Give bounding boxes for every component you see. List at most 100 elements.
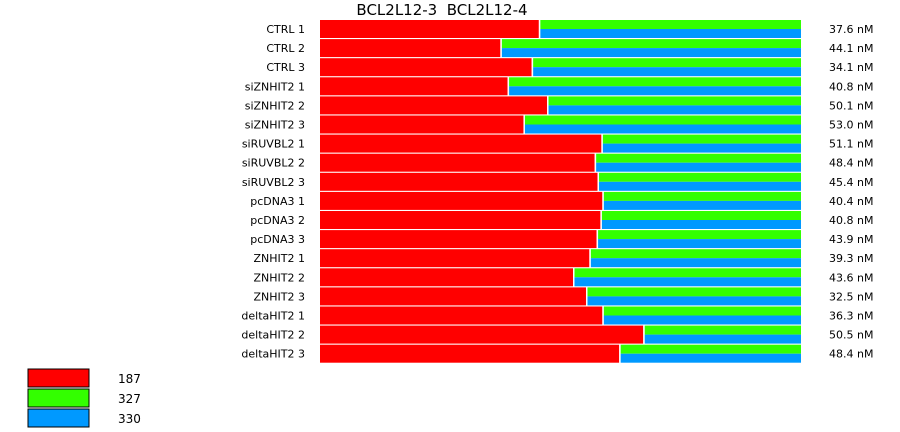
- value-label: 50.5 nM: [829, 329, 873, 342]
- bar-segment-327: [601, 211, 801, 220]
- bar-segment-327: [598, 230, 801, 240]
- bar-segment-327: [501, 39, 801, 49]
- row-label: CTRL 3: [266, 61, 305, 74]
- bar-segment-327: [587, 287, 801, 297]
- bar-segment-327: [509, 77, 801, 87]
- bar-segment-330: [533, 67, 801, 77]
- bars-group: CTRL 1 37.6 nM CTRL 2 44.1 nM CTRL 3 34.1 nM s…: [241, 20, 873, 363]
- bar-separator: [538, 20, 541, 38]
- bar-separator: [619, 344, 621, 363]
- bar-segment-327: [590, 249, 801, 259]
- bar-segment-327: [620, 344, 801, 354]
- row-label: CTRL 2: [266, 42, 305, 55]
- row-label: siZNHIT2 1: [245, 80, 305, 93]
- bar-segment-327: [596, 153, 801, 163]
- bar-separator: [602, 191, 604, 210]
- bar-segment-330: [644, 334, 801, 344]
- bar-segment-327: [599, 172, 801, 182]
- bar-segment-187: [320, 344, 620, 363]
- bar-segment-187: [320, 58, 532, 77]
- bar-segment-187: [320, 306, 603, 325]
- bar-segment-330: [599, 181, 801, 191]
- bar-segment-187: [320, 211, 601, 229]
- bar-segment-187: [320, 325, 644, 344]
- bar-separator: [547, 96, 549, 115]
- bar-segment-187: [320, 134, 602, 153]
- value-label: 48.4 nM: [829, 348, 873, 361]
- bar-separator: [523, 115, 525, 134]
- bar-segment-327: [540, 20, 801, 29]
- value-label: 40.4 nM: [829, 195, 873, 208]
- value-label: 50.1 nM: [829, 99, 873, 112]
- bar-separator: [500, 39, 502, 58]
- bar-segment-187: [320, 153, 595, 172]
- value-label: 40.8 nM: [829, 80, 873, 93]
- bar-segment-187: [320, 77, 508, 96]
- bar-segment-327: [602, 134, 801, 144]
- bar-segment-330: [548, 105, 801, 115]
- legend-label: 187: [118, 372, 141, 386]
- legend-swatch: [27, 368, 90, 388]
- value-label: 44.1 nM: [829, 42, 873, 55]
- value-label: 45.4 nM: [829, 176, 873, 189]
- bar-segment-327: [644, 325, 801, 335]
- value-label: 39.3 nM: [829, 252, 873, 265]
- bar-segment-187: [320, 287, 586, 306]
- bar-segment-187: [320, 96, 548, 115]
- value-label: 43.9 nM: [829, 233, 873, 246]
- value-label: 53.0 nM: [829, 119, 873, 132]
- bar-segment-327: [533, 58, 801, 68]
- row-label: siZNHIT2 3: [245, 119, 305, 132]
- bar-separator: [531, 58, 534, 77]
- value-label: 43.6 nM: [829, 271, 873, 284]
- bar-separator: [596, 230, 599, 249]
- value-label: 48.4 nM: [829, 157, 873, 170]
- bar-segment-327: [603, 191, 801, 201]
- value-label: 51.1 nM: [829, 138, 873, 151]
- legend-swatch: [27, 388, 90, 408]
- bar-segment-187: [320, 268, 574, 287]
- bar-separator: [573, 268, 575, 287]
- bar-segment-330: [509, 86, 801, 96]
- bar-segment-330: [501, 48, 801, 58]
- bar-segment-330: [601, 220, 801, 229]
- row-label: CTRL 1: [266, 23, 305, 36]
- bar-segment-330: [620, 353, 801, 363]
- bar-separator: [589, 249, 591, 268]
- bar-separator: [643, 325, 645, 344]
- value-label: 37.6 nM: [829, 23, 873, 36]
- bar-segment-187: [320, 20, 539, 38]
- bar-segment-330: [524, 124, 801, 134]
- bar-segment-330: [587, 296, 801, 306]
- row-label: ZNHIT2 2: [254, 271, 306, 284]
- bar-segment-187: [320, 230, 597, 249]
- row-label: deltaHIT2 1: [241, 310, 305, 323]
- bar-separator: [594, 153, 597, 172]
- bar-segment-187: [320, 39, 501, 58]
- row-label: pcDNA3 3: [250, 233, 305, 246]
- row-label: siZNHIT2 2: [245, 99, 305, 112]
- row-label: pcDNA3 2: [250, 214, 305, 227]
- bar-separator: [600, 211, 602, 229]
- bar-segment-330: [574, 277, 801, 287]
- bar-segment-330: [603, 315, 801, 325]
- bar-separator: [507, 77, 510, 96]
- bar-segment-327: [574, 268, 801, 278]
- bar-segment-187: [320, 249, 590, 268]
- bar-segment-330: [540, 29, 801, 38]
- value-label: 40.8 nM: [829, 214, 873, 227]
- bar-segment-327: [548, 96, 801, 106]
- bar-segment-330: [598, 239, 801, 249]
- bar-segment-187: [320, 191, 603, 210]
- value-label: 36.3 nM: [829, 310, 873, 323]
- row-label: siRUVBL2 2: [242, 157, 305, 170]
- legend: 187 327 330: [27, 368, 141, 428]
- row-label: ZNHIT2 1: [254, 252, 306, 265]
- row-label: pcDNA3 1: [250, 195, 305, 208]
- bar-segment-187: [320, 115, 524, 134]
- chart-title: BCL2L12-3 BCL2L12-4: [356, 1, 527, 19]
- row-label: siRUVBL2 1: [242, 138, 305, 151]
- bar-separator: [597, 172, 600, 191]
- bar-segment-330: [590, 258, 801, 268]
- bar-segment-330: [603, 200, 801, 210]
